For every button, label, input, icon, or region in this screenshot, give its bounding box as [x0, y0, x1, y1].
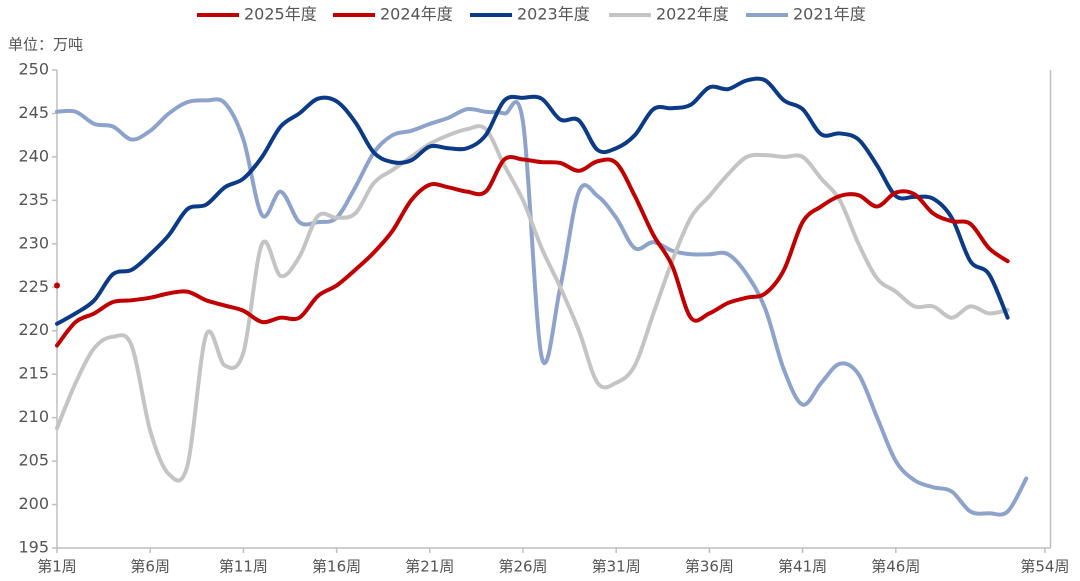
y-tick-label: 215: [18, 364, 49, 383]
series-line: [55, 97, 1029, 517]
y-tick-label: 245: [18, 103, 49, 122]
series-line: [55, 155, 1010, 348]
legend-label: 2024年度: [380, 5, 453, 24]
x-tick-label: 第1周: [37, 558, 77, 576]
legend-label: 2022年度: [656, 5, 729, 24]
y-tick-label: 195: [18, 538, 49, 557]
x-tick-label: 第41周: [778, 558, 827, 576]
x-tick-label: 第16周: [312, 558, 361, 576]
y-tick-label: 220: [18, 320, 49, 339]
y-tick-label: 205: [18, 451, 49, 470]
unit-label: 单位：万吨: [8, 36, 83, 54]
y-tick-label: 250: [18, 60, 49, 79]
x-tick-label: 第11周: [219, 558, 268, 576]
x-tick-label: 第26周: [498, 558, 547, 576]
legend-label: 2025年度: [244, 5, 317, 24]
series-line: [55, 124, 1010, 483]
y-tick-label: 235: [18, 190, 49, 209]
x-tick-label: 第54周: [1020, 558, 1069, 576]
x-tick-label: 第31周: [592, 558, 641, 576]
y-tick-label: 200: [18, 494, 49, 513]
y-tick-label: 240: [18, 146, 49, 165]
legend-label: 2023年度: [517, 5, 590, 24]
x-tick-label: 第6周: [130, 558, 170, 576]
y-tick-label: 225: [18, 277, 49, 296]
x-tick-label: 第36周: [685, 558, 734, 576]
x-tick-label: 第21周: [405, 558, 454, 576]
x-tick-label: 第46周: [871, 558, 920, 576]
y-tick-label: 230: [18, 233, 49, 252]
y-tick-label: 210: [18, 407, 49, 426]
data-point: [54, 282, 60, 289]
series-line: [55, 76, 1010, 326]
legend-label: 2021年度: [793, 5, 866, 24]
